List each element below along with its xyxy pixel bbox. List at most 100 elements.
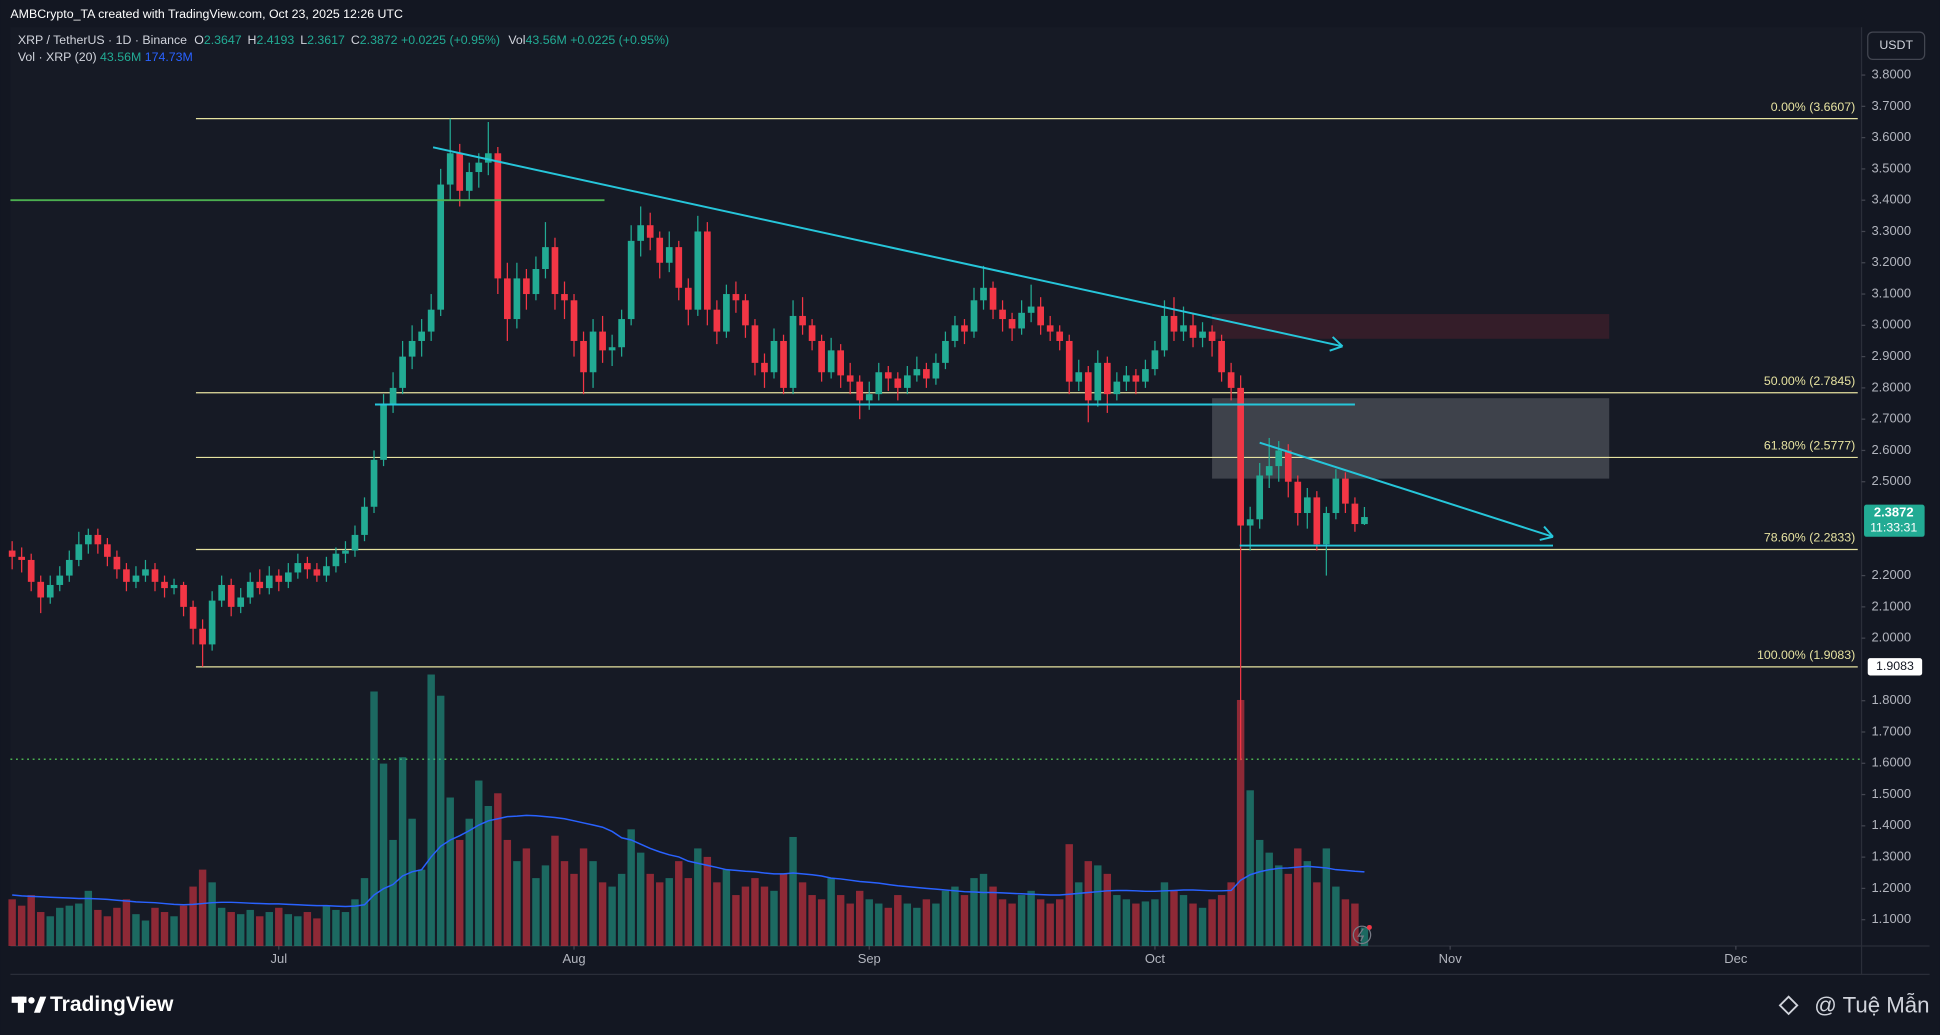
candle-body [523,278,530,295]
candle-body [1265,466,1273,476]
volume-bar [1094,865,1102,946]
volume-bar [856,890,864,946]
candle-body [1351,503,1359,525]
candle-body [808,325,816,341]
candle-body [751,325,759,363]
candle-body [332,553,340,567]
x-tick-label: Nov [1439,951,1463,966]
volume-bar [865,899,873,946]
volume-bar [446,797,454,946]
candle-body [113,556,121,570]
volume-bar [351,899,359,946]
volume-bar [827,878,835,946]
volume-bar [579,848,588,946]
fib-price-box [1867,658,1923,676]
volume-bar [560,861,569,946]
candle-body [151,569,159,582]
volume-bar [1255,839,1264,946]
volume-bar [1208,899,1216,946]
volume-bar [513,861,521,946]
volume-bar [456,839,464,946]
volume-bar [1179,895,1188,946]
volume-bar [1189,903,1197,946]
volume-bar [227,912,235,946]
countdown: 11:33:31 [1870,520,1917,534]
volume-bar [932,903,940,946]
candle-body [646,225,654,238]
x-tick-label: Jul [270,951,287,966]
candle-body [1323,513,1330,545]
candle-body [351,534,359,551]
symbol: XRP / TetherUS · 1D · Binance [18,33,187,47]
candle-body [1303,497,1311,514]
volume-bar [1351,903,1359,946]
volume-bar [532,878,540,946]
candle-body [551,247,559,295]
candle-body [313,569,321,576]
y-tick-label: 3.2000 [1871,254,1911,269]
volume-bar [1151,899,1159,946]
y-tick-label: 3.3000 [1871,223,1911,238]
trend-line [1259,441,1554,538]
alert-icon-bolt [1357,928,1365,942]
volume-bar [998,899,1007,946]
volume-bar [275,907,283,946]
volume-bar [332,909,340,946]
volume-bar [722,869,731,946]
logo-part [28,997,35,1004]
arrow-head [1539,535,1554,541]
volume-bar [1055,899,1064,946]
candle-body [1180,325,1187,332]
candle-body [1332,478,1340,514]
candle-body [684,287,692,310]
candle-body [942,340,949,363]
y-tick-label: 3.0000 [1871,317,1911,332]
candle-body [475,162,483,173]
volume-bar [894,895,902,946]
candle-body [37,581,45,598]
candle-body [123,569,130,582]
candle-body [799,315,806,326]
candle-body [1056,331,1064,341]
author-icon [1778,995,1799,1016]
change: +0.0225 (+0.95%) [401,33,500,47]
alert-icon[interactable] [1352,925,1372,945]
candle-body [989,287,997,310]
currency-button[interactable] [1867,31,1926,60]
y-tick-label: 1.8000 [1871,692,1911,707]
volume-bar [636,852,645,946]
y-tick-label: 3.7000 [1871,98,1911,113]
volume-bar [132,914,140,946]
volume-bar [75,903,83,946]
candle-body [542,247,549,270]
volume-bar [684,878,693,946]
candle-body [227,584,235,607]
volume-bar [875,903,883,946]
candle-body [1275,450,1283,467]
candle-body [1161,315,1168,351]
vol-value: 43.56M [100,50,141,64]
close-value: 2.3872 [360,33,398,47]
candle-body [1246,519,1254,526]
volume-bar [1275,865,1283,946]
candle-body [1342,478,1349,504]
y-tick-label: 3.8000 [1871,66,1911,81]
currency[interactable]: USDT [1879,38,1913,52]
volume-bar [465,818,473,946]
candle-body [294,563,302,573]
volume-bar [522,848,531,946]
candle-body [389,387,397,404]
fib-label: 78.60% (2.2833) [1764,531,1855,545]
volume-bar [960,895,969,946]
candle-body [970,300,978,332]
candle-body [580,340,587,373]
x-tick-label: Oct [1145,951,1166,966]
volume-bar [1132,903,1140,946]
vol-prefix: Vol [508,33,525,47]
candle-body [380,403,387,460]
volume-bar [427,674,435,946]
author: @ Tuệ Mẫn [1814,992,1929,1017]
volume-bar [65,905,73,946]
candle-body [132,575,140,582]
candle-body [323,566,330,576]
